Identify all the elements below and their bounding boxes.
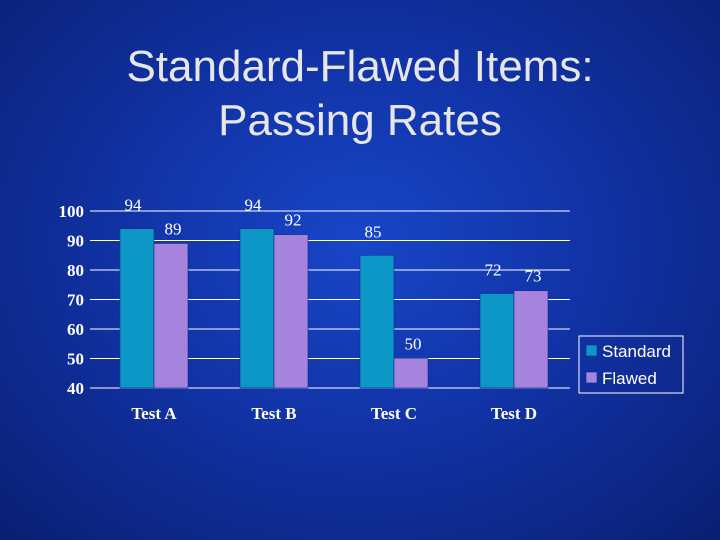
y-tick-label: 90 (67, 232, 84, 251)
legend-swatch-standard (585, 344, 598, 357)
bar-flawed-test-d (513, 290, 549, 389)
data-label: 50 (405, 335, 422, 354)
x-category-label: Test B (251, 404, 296, 423)
slide-title: Standard-Flawed Items: Passing Rates (0, 40, 720, 148)
data-label: 89 (165, 219, 182, 238)
legend: Standard Flawed (578, 335, 684, 394)
data-label: 73 (525, 267, 542, 286)
data-labels: 94 89 94 92 85 50 72 73 (125, 196, 542, 354)
y-axis-ticks: 40 50 60 70 80 90 100 (59, 202, 85, 398)
bars (119, 228, 549, 389)
x-category-label: Test D (491, 404, 537, 423)
x-axis-categories: Test A Test B Test C Test D (131, 404, 537, 423)
legend-label-standard: Standard (602, 342, 671, 361)
y-tick-label: 50 (67, 350, 84, 369)
data-label: 94 (245, 196, 263, 215)
x-category-label: Test A (131, 404, 177, 423)
y-tick-label: 60 (67, 320, 84, 339)
y-tick-label: 80 (67, 261, 84, 280)
y-tick-label: 100 (59, 202, 85, 221)
data-label: 94 (125, 196, 143, 215)
y-tick-label: 40 (67, 379, 84, 398)
legend-box (578, 335, 684, 394)
bar-standard-test-d (479, 293, 515, 389)
bar-flawed-test-a (153, 243, 189, 389)
bar-standard-test-a (119, 228, 155, 389)
data-label: 92 (285, 211, 302, 230)
legend-swatch-flawed (585, 371, 598, 384)
bar-standard-test-b (239, 228, 275, 389)
x-category-label: Test C (371, 404, 417, 423)
bar-flawed-test-c (393, 358, 429, 389)
bar-flawed-test-b (273, 234, 309, 389)
y-tick-label: 70 (67, 291, 84, 310)
data-label: 85 (365, 222, 382, 241)
data-label: 72 (485, 261, 502, 280)
bar-standard-test-c (359, 254, 395, 389)
title-line-2: Passing Rates (218, 96, 502, 145)
legend-label-flawed: Flawed (602, 369, 657, 388)
title-line-1: Standard-Flawed Items: (126, 42, 594, 91)
